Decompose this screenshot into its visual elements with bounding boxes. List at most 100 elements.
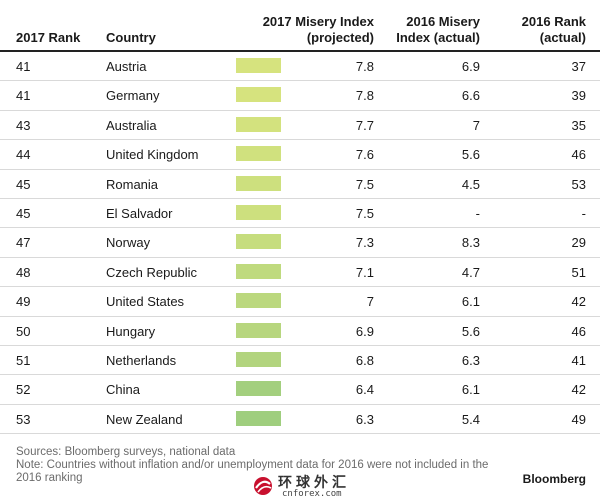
misery-color-bar [236,351,281,367]
cell-2017-rank: 53 [16,411,31,427]
cell-2017-rank: 52 [16,382,31,398]
misery-color-bar [236,146,281,162]
table-row: 45 El Salvador 7.5 - - [0,199,600,229]
bloomberg-logo: Bloomberg [522,472,586,486]
cell-2016-rank: 51 [571,264,586,280]
cell-country: Netherlands [106,352,177,368]
table-body: 41 Austria 7.8 6.9 37 41 Germany 7.8 6.6 39 43 Aust… [0,52,600,435]
cell-2016-rank: 35 [571,117,586,133]
table-row: 53 New Zealand 6.3 5.4 49 [0,405,600,435]
cell-2017-rank: 50 [16,323,31,339]
cell-2017-misery-index: 6.4 [355,382,374,398]
table-row: 47 Norway 7.3 8.3 29 [0,228,600,258]
cell-2017-rank: 43 [16,117,31,133]
cell-2017-misery-index: 7.7 [355,117,374,133]
cell-2016-rank: 46 [571,323,586,339]
misery-color-bar [236,87,281,103]
cell-2016-misery-index: 6.6 [461,88,480,104]
cell-2016-misery-index: 5.6 [461,323,480,339]
misery-color-bar [236,263,281,279]
header-2016-misery-index: 2016 Misery Index (actual) [370,14,480,46]
cell-2016-misery-index: 6.3 [461,352,480,368]
cell-2016-misery-index: 7 [472,117,480,133]
cell-2017-rank: 47 [16,235,31,251]
cell-2016-misery-index: 6.1 [461,294,480,310]
note-text: Note: Countries without inflation and/or… [16,459,489,484]
cell-country: Hungary [106,323,156,339]
cell-country: China [106,382,140,398]
cell-2017-rank: 44 [16,147,31,163]
table-row: 51 Netherlands 6.8 6.3 41 [0,346,600,376]
cell-country: Norway [106,235,151,251]
cell-2016-misery-index: - [475,205,480,221]
cell-country: United States [106,294,185,310]
cell-2016-rank: 46 [571,147,586,163]
header-2016-misery-line1: 2016 Misery [406,14,480,29]
watermark: 环球外汇 cnforex.com [252,472,372,500]
header-2017-misery-line2: (projected) [306,30,374,45]
cell-2017-rank: 51 [16,352,31,368]
cell-country: New Zealand [106,411,183,427]
cell-2016-misery-index: 5.4 [461,411,480,427]
header-2016-rank-line1: 2016 Rank [521,14,586,29]
cell-2017-rank: 41 [16,88,31,104]
watermark-chinese-text: 环球外汇 [278,475,350,491]
cell-2017-misery-index: 7 [366,294,374,310]
misery-color-bar [236,410,281,426]
cell-2016-misery-index: 5.6 [461,147,480,163]
table-row: 52 China 6.4 6.1 42 [0,375,600,405]
misery-color-bar [236,322,281,338]
cell-2016-rank: 37 [571,59,586,74]
cell-2017-rank: 45 [16,176,31,192]
cell-2017-misery-index: 6.9 [355,323,374,339]
cell-country: Czech Republic [106,264,198,280]
globe-logo-icon [254,477,272,495]
cell-2016-rank: 53 [571,176,586,192]
header-2016-misery-line2: Index (actual) [396,30,480,45]
cell-2016-rank: 39 [571,88,586,104]
table-row: 44 United Kingdom 7.6 5.6 46 [0,140,600,170]
table-row: 45 Romania 7.5 4.5 53 [0,170,600,199]
cell-2017-misery-index: 7.8 [355,59,374,74]
cell-2017-rank: 48 [16,264,31,280]
misery-color-bar [236,58,281,73]
cell-2016-misery-index: 6.1 [461,382,480,398]
header-2016-rank: 2016 Rank (actual) [486,14,586,46]
cell-country: El Salvador [106,205,173,221]
misery-color-bar [236,116,281,132]
table-row: 48 Czech Republic 7.1 4.7 51 [0,258,600,288]
cell-2016-rank: 41 [571,352,586,368]
cell-2017-misery-index: 7.1 [355,264,374,280]
cell-2017-rank: 45 [16,205,31,221]
cell-2016-misery-index: 8.3 [461,235,480,251]
header-country: Country [106,30,156,45]
cell-country: Germany [106,88,160,104]
footer-notes: Sources: Bloomberg surveys, national dat… [16,446,496,485]
cell-2016-misery-index: 4.5 [461,176,480,192]
cell-2016-rank: 42 [571,294,586,310]
header-2017-misery-index: 2017 Misery Index (projected) [244,14,374,46]
cell-2017-rank: 49 [16,294,31,310]
header-2017-misery-line1: 2017 Misery Index [262,14,374,29]
cell-2017-misery-index: 7.5 [355,205,374,221]
cell-2016-rank: 29 [571,235,586,251]
cell-2017-misery-index: 7.8 [355,88,374,104]
cell-2017-misery-index: 6.8 [355,352,374,368]
misery-color-bar [236,204,281,220]
sources-text: Sources: Bloomberg surveys, national dat… [16,446,236,458]
misery-color-bar [236,234,281,250]
cell-2017-misery-index: 7.5 [355,176,374,192]
cell-country: United Kingdom [106,147,199,163]
cell-country: Austria [106,59,147,74]
cell-2017-misery-index: 7.6 [355,147,374,163]
table-row: 41 Austria 7.8 6.9 37 [0,52,600,82]
watermark-url: cnforex.com [282,489,342,499]
cell-country: Romania [106,176,159,192]
misery-color-bar [236,175,281,191]
cell-2016-rank: 49 [571,411,586,427]
table-row: 43 Australia 7.7 7 35 [0,111,600,141]
misery-color-bar [236,293,281,309]
cell-2017-misery-index: 6.3 [355,411,374,427]
header-2016-rank-line2: (actual) [539,30,586,45]
table-row: 41 Germany 7.8 6.6 39 [0,81,600,111]
